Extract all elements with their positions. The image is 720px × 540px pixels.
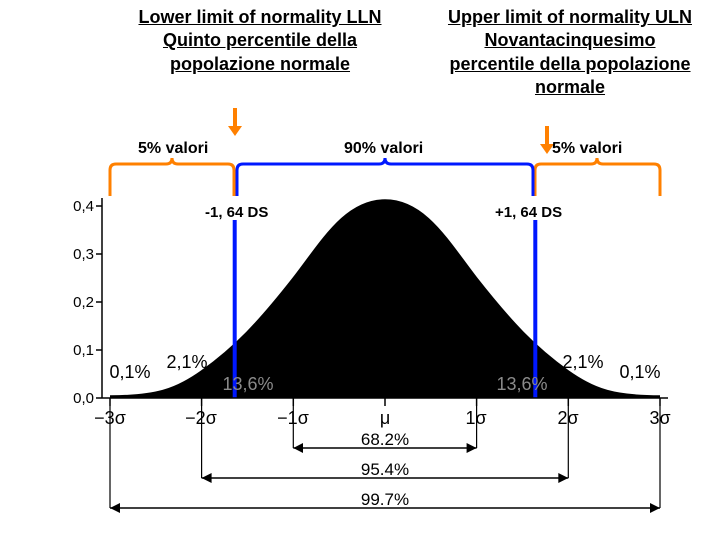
ytick-2: 0,2 [60, 294, 94, 311]
p-34-1-l: 34,1% [302, 282, 372, 303]
xtick-1: −2σ [181, 408, 221, 429]
cum-95: 95.4% [345, 460, 425, 480]
p-13-6-l: 13,6% [218, 374, 278, 395]
p-0-1-l: 0,1% [108, 362, 152, 383]
ytick-4: 0,4 [60, 198, 94, 215]
p-2-1-r: 2,1% [558, 352, 608, 373]
xtick-6: 3σ [640, 408, 680, 429]
p-2-1-l: 2,1% [162, 352, 212, 373]
ytick-3: 0,3 [60, 246, 94, 263]
xtick-2: −1σ [273, 408, 313, 429]
cum-99: 99.7% [345, 490, 425, 510]
ytick-1: 0,1 [60, 342, 94, 359]
xtick-0: −3σ [90, 408, 130, 429]
xtick-4: 1σ [456, 408, 496, 429]
xtick-3: μ [365, 408, 405, 429]
p-13-6-r: 13,6% [492, 374, 552, 395]
p-0-1-r: 0,1% [618, 362, 662, 383]
bell-chart [0, 0, 720, 540]
ytick-0: 0,0 [60, 390, 94, 407]
xtick-5: 2σ [548, 408, 588, 429]
cum-68: 68.2% [345, 430, 425, 450]
p-34-1-r: 34,1% [398, 282, 468, 303]
